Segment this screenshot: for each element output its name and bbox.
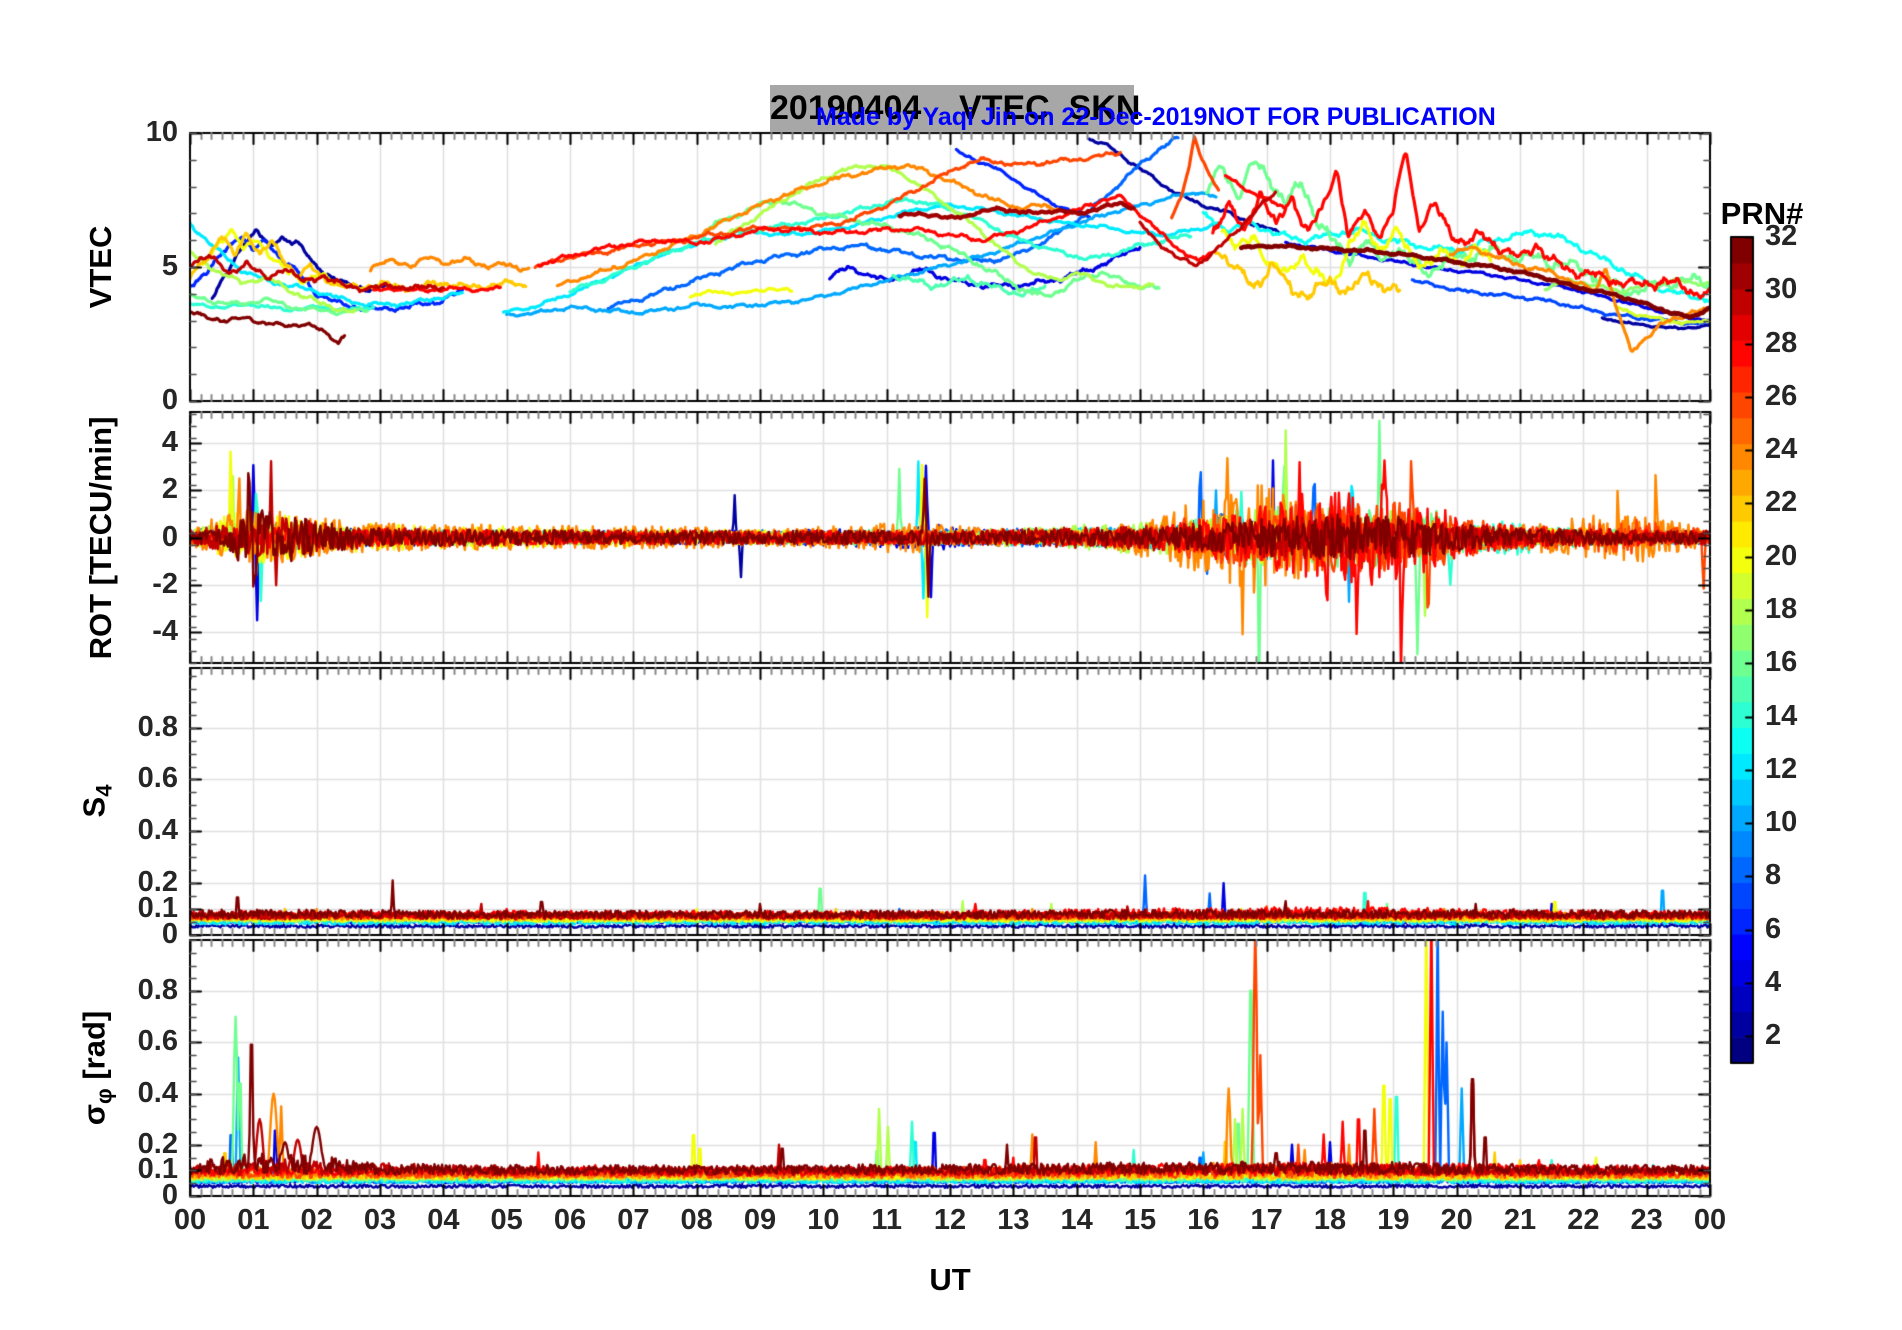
y-tick-label-s4: 0.2 bbox=[137, 866, 178, 899]
y-tick-label-sigma_phi: 0.6 bbox=[137, 1025, 178, 1058]
y-tick-label-s4: 0 bbox=[161, 918, 178, 950]
colorbar-tick-label: 10 bbox=[1765, 806, 1798, 839]
x-tick-label: 06 bbox=[553, 1204, 587, 1236]
x-tick-label: 20 bbox=[1440, 1204, 1473, 1236]
colorbar-tick-label: 16 bbox=[1765, 646, 1798, 679]
colorbar-tick-label: 4 bbox=[1765, 966, 1782, 999]
x-axis-label: UT bbox=[929, 1262, 971, 1297]
y-tick-label-s4: 0.1 bbox=[137, 892, 178, 925]
y-tick-label-sigma_phi: 0.1 bbox=[137, 1153, 178, 1186]
y-tick-label-s4: 0.6 bbox=[137, 762, 178, 795]
x-tick-label: 23 bbox=[1630, 1204, 1663, 1236]
colorbar-tick-label: 2 bbox=[1765, 1019, 1782, 1052]
y-tick-label-s4: 0.8 bbox=[137, 710, 178, 743]
colorbar-tick-label: 6 bbox=[1765, 912, 1782, 945]
y-tick-label-s4: 0.4 bbox=[137, 814, 178, 847]
colorbar-tick-label: 14 bbox=[1765, 699, 1798, 732]
y-tick-label-sigma_phi: 0.2 bbox=[137, 1127, 178, 1160]
credit-author: Made by Yaqi Jin on 22-Dec-2019 bbox=[816, 103, 1208, 131]
colorbar-tick-label: 26 bbox=[1765, 379, 1798, 412]
colorbar-tick-label: 12 bbox=[1765, 752, 1798, 785]
y-tick-label-sigma_phi: 0.4 bbox=[137, 1076, 178, 1109]
x-tick-label: 03 bbox=[363, 1204, 397, 1236]
y-tick-label-sigma_phi: 0.8 bbox=[137, 974, 178, 1007]
x-tick-label: 11 bbox=[871, 1204, 902, 1236]
x-tick-label: 00 bbox=[173, 1204, 207, 1236]
x-tick-label: 02 bbox=[300, 1204, 333, 1236]
y-tick-label-vtec: 0 bbox=[161, 384, 178, 416]
x-tick-label: 19 bbox=[1377, 1204, 1410, 1236]
x-tick-label: 08 bbox=[680, 1204, 713, 1236]
x-tick-label: 13 bbox=[997, 1204, 1030, 1236]
x-tick-label: 16 bbox=[1187, 1204, 1220, 1236]
colorbar-title: PRN# bbox=[1720, 196, 1804, 231]
x-tick-label: 15 bbox=[1123, 1204, 1157, 1236]
y-tick-label-vtec: 5 bbox=[161, 250, 178, 282]
x-tick-label: 17 bbox=[1250, 1204, 1283, 1236]
colorbar-tick-label: 24 bbox=[1765, 433, 1798, 466]
colorbar-tick-label: 28 bbox=[1765, 326, 1798, 359]
x-tick-label: 14 bbox=[1060, 1204, 1093, 1236]
x-tick-label: 00 bbox=[1693, 1204, 1727, 1236]
x-tick-label: 10 bbox=[807, 1204, 840, 1236]
x-tick-label: 05 bbox=[490, 1204, 523, 1236]
x-tick-label: 12 bbox=[933, 1204, 967, 1236]
colorbar-tick-label: 32 bbox=[1765, 220, 1798, 252]
y-tick-label-rot: 4 bbox=[161, 425, 178, 458]
colorbar-tick-label: 22 bbox=[1765, 486, 1798, 519]
colorbar-tick-label: 20 bbox=[1765, 539, 1798, 572]
y-tick-label-rot: -2 bbox=[152, 567, 178, 600]
colorbar-tick-label: 8 bbox=[1765, 859, 1782, 892]
plot-title: 20190404 VTEC SKN bbox=[770, 85, 1140, 132]
y-tick-label-rot: -4 bbox=[152, 615, 178, 648]
x-tick-label: 07 bbox=[617, 1204, 650, 1236]
y-tick-label-rot: 0 bbox=[161, 520, 178, 553]
colorbar-tick-label: 30 bbox=[1765, 273, 1798, 306]
y-tick-label-sigma_phi: 0 bbox=[161, 1179, 178, 1211]
colorbar-tick-label: 18 bbox=[1765, 593, 1798, 626]
x-tick-label: 04 bbox=[427, 1204, 460, 1236]
x-tick-label: 21 bbox=[1503, 1204, 1537, 1236]
y-tick-label-vtec: 10 bbox=[145, 116, 178, 148]
x-tick-label: 18 bbox=[1313, 1204, 1347, 1236]
y-tick-label-rot: 2 bbox=[161, 473, 178, 506]
x-tick-label: 09 bbox=[743, 1204, 777, 1236]
x-tick-label: 22 bbox=[1567, 1204, 1600, 1236]
credit-notice: NOT FOR PUBLICATION bbox=[1207, 103, 1496, 131]
x-tick-label: 01 bbox=[237, 1204, 270, 1236]
credit-line: Made by Yaqi Jin on 22-Dec-2019 NOT FOR … bbox=[816, 103, 1496, 132]
